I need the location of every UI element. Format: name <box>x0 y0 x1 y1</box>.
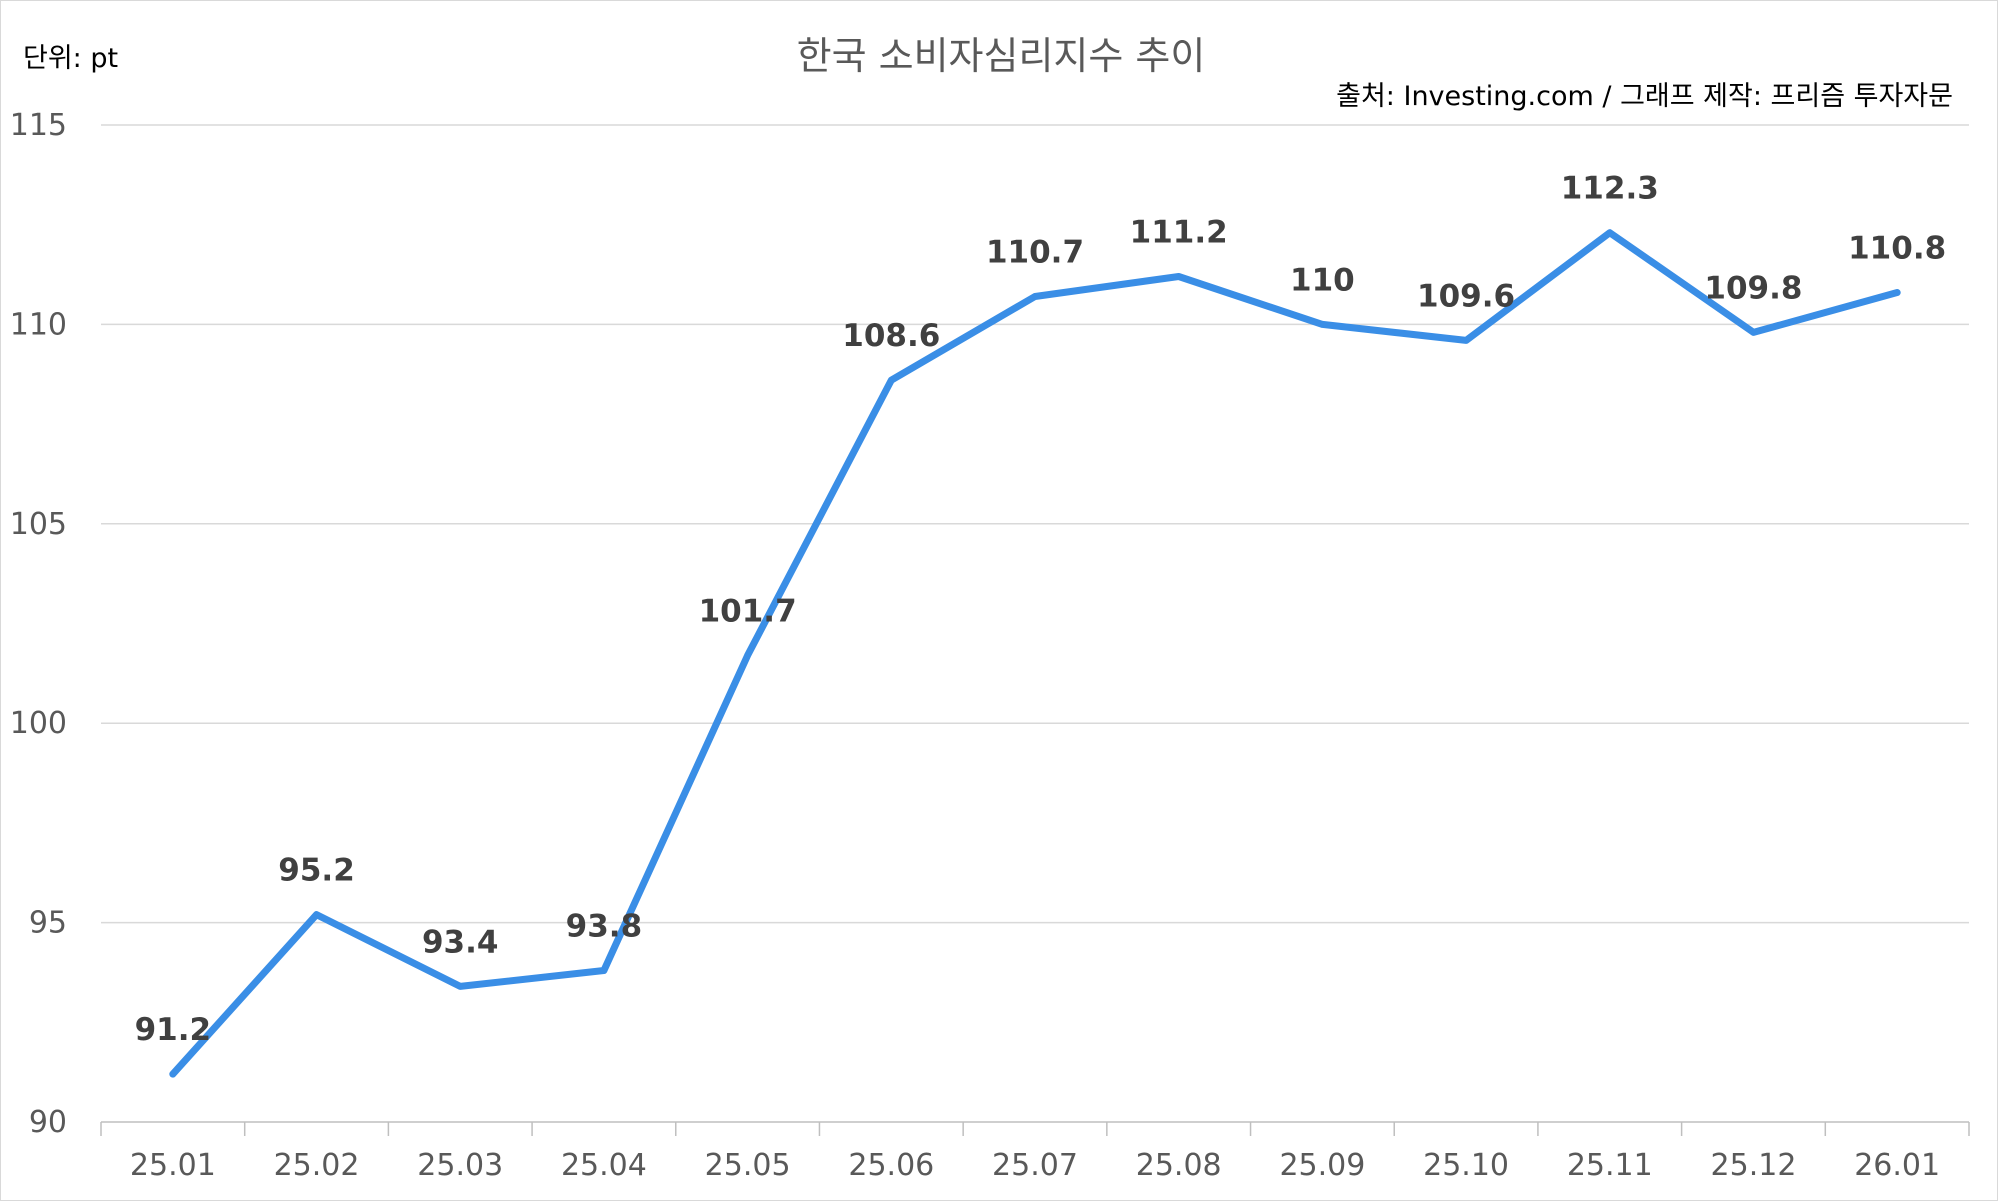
data-labels: 91.2 95.2 93.4 93.8 101.7 108.6 110.7 111.2 110 1… <box>135 171 1947 1048</box>
x-tick-label: 26.01 <box>1854 1148 1940 1183</box>
data-label: 108.6 <box>842 318 940 354</box>
data-label: 112.3 <box>1561 171 1659 207</box>
data-label: 110.7 <box>986 234 1084 270</box>
y-tick-label: 110 <box>10 307 67 342</box>
data-label: 101.7 <box>699 593 797 629</box>
x-tick-label: 25.02 <box>274 1148 360 1183</box>
x-tick-label: 25.08 <box>1136 1148 1222 1183</box>
source-label: 출처: Investing.com / 그래프 제작: 프리즘 투자자문 <box>1336 81 1953 112</box>
x-tick-label: 25.06 <box>848 1148 934 1183</box>
x-axis: 25.01 25.02 25.03 25.04 25.05 25.06 25.07 25.08… <box>100 1121 1970 1183</box>
x-tick-label: 25.11 <box>1567 1148 1653 1183</box>
data-label: 109.6 <box>1417 278 1515 314</box>
x-tick-label: 25.12 <box>1711 1148 1797 1183</box>
data-label: 110.8 <box>1848 230 1946 266</box>
data-label: 110 <box>1290 262 1355 298</box>
y-tick-label: 90 <box>29 1105 67 1140</box>
y-tick-label: 95 <box>29 906 67 941</box>
x-tick-label: 25.03 <box>417 1148 503 1183</box>
y-tick-label: 105 <box>10 507 67 542</box>
data-label: 95.2 <box>278 853 355 889</box>
data-label: 91.2 <box>135 1012 212 1048</box>
series-line <box>169 229 1901 1078</box>
data-label: 111.2 <box>1130 215 1228 251</box>
data-label: 93.8 <box>566 908 643 944</box>
x-tick-label: 25.05 <box>705 1148 791 1183</box>
y-tick-label: 100 <box>10 706 67 741</box>
data-label: 109.8 <box>1704 270 1802 306</box>
unit-label: 단위: pt <box>23 43 118 74</box>
gridlines <box>101 124 1969 924</box>
y-tick-label: 115 <box>10 108 67 143</box>
series-layer <box>169 229 1901 1078</box>
x-tick-label: 25.09 <box>1279 1148 1365 1183</box>
x-tick-label: 25.04 <box>561 1148 647 1183</box>
x-tick-label: 25.01 <box>130 1148 216 1183</box>
x-tick-label: 25.10 <box>1423 1148 1509 1183</box>
y-axis-ticks: 90 95 100 105 110 115 <box>10 108 67 1140</box>
x-tick-label: 25.07 <box>992 1148 1078 1183</box>
chart-title: 한국 소비자심리지수 추이 <box>797 34 1206 78</box>
data-label: 93.4 <box>422 924 499 960</box>
